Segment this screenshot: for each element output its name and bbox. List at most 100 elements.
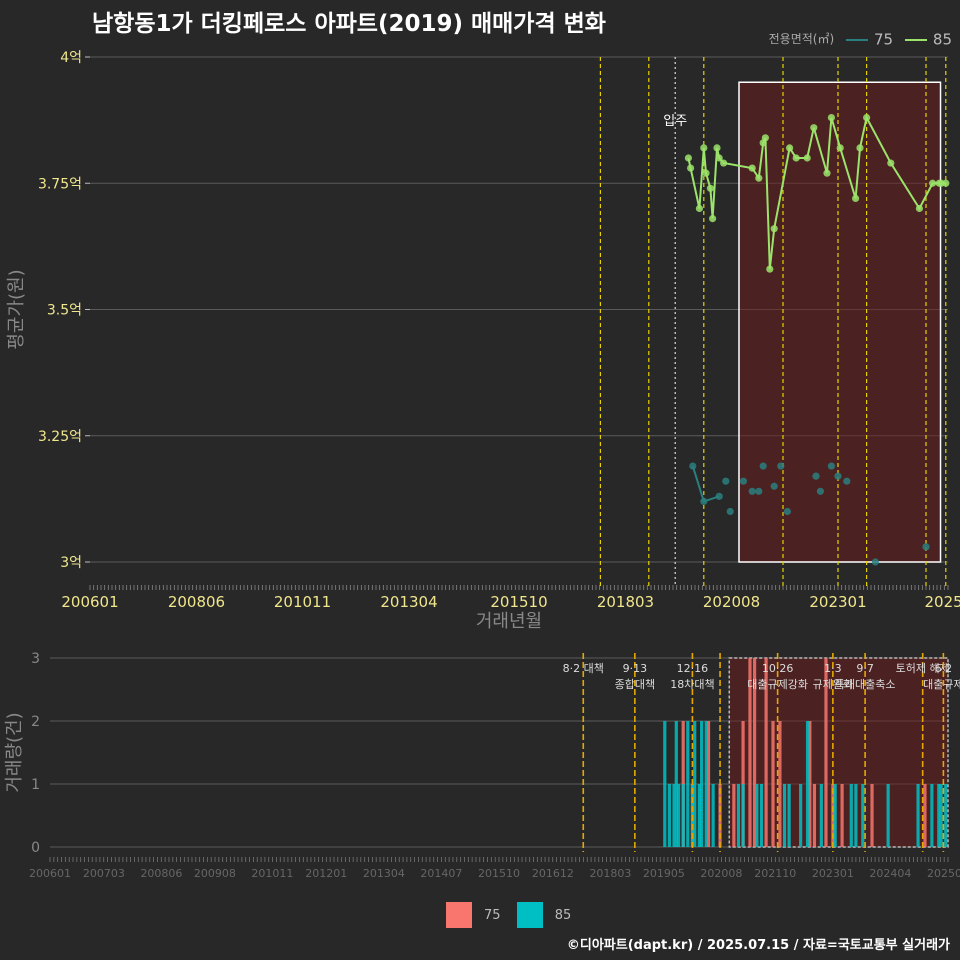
x-tick-label: 201407 (420, 867, 462, 880)
y-tick-label: 2 (31, 714, 40, 730)
data-point-75 (783, 507, 792, 516)
x-tick-label: 202404 (869, 867, 911, 880)
data-point-75 (700, 497, 708, 505)
policy-label: 1·3 (824, 662, 842, 675)
bar-75 (732, 784, 736, 847)
bar-85 (700, 721, 704, 847)
bar-85 (782, 784, 787, 847)
data-point-85 (915, 204, 924, 213)
bar-85 (759, 784, 764, 847)
data-point-85 (713, 144, 721, 152)
data-point-85 (823, 169, 831, 177)
bar-85 (681, 784, 685, 847)
policy-label: 9·7 (856, 662, 874, 675)
x-tick-label: 202110 (754, 867, 796, 880)
data-point-75 (689, 462, 697, 470)
x-tick-label: 200908 (194, 867, 236, 880)
bar-85 (805, 721, 810, 847)
legend-swatch-75 (845, 38, 868, 41)
data-point-85 (687, 164, 695, 172)
x-tick-label: 202008 (700, 867, 742, 880)
data-point-85 (942, 179, 950, 187)
x-tick-label: 201803 (589, 867, 631, 880)
data-point-85 (720, 159, 728, 167)
bar-85 (861, 784, 865, 847)
y-tick-label: 0 (31, 840, 40, 856)
volume-chart: 0 1 2 3 8·2 대책 9·13 종합대책 12·16 18차대책 10·26 대출규제강화 1… (4, 651, 960, 880)
data-point-85 (786, 144, 794, 152)
data-point-85 (836, 144, 844, 152)
x-tick-label: 202301 (812, 867, 854, 880)
data-point-85 (887, 159, 895, 167)
x-tick-label: 202507 (927, 867, 960, 880)
data-point-85 (803, 154, 811, 162)
x-tick-label: 201304 (380, 593, 437, 611)
legend-top: 전용면적(㎡) 75 85 (769, 30, 952, 49)
data-point-85 (695, 204, 704, 213)
x-tick-label: 202301 (809, 593, 866, 611)
x-tick-label: 200806 (168, 593, 225, 611)
bar-75 (752, 658, 757, 847)
bar-75 (870, 784, 874, 847)
x-tick-label: 201011 (274, 593, 331, 611)
legend-bottom: 75 85 (446, 902, 583, 928)
x-axis-title: 거래년월 (476, 611, 542, 632)
data-point-75 (722, 477, 730, 485)
data-point-75 (834, 472, 842, 480)
x-tick-label: 200601 (61, 593, 118, 611)
bar-75 (764, 658, 768, 847)
x-tick-label: 201612 (532, 867, 574, 880)
bar-85 (693, 721, 697, 847)
bar-85 (886, 784, 890, 847)
bar-85 (799, 784, 803, 847)
data-point-75 (759, 462, 767, 470)
move-in-label: 입주 (663, 114, 687, 129)
data-point-75 (843, 477, 851, 485)
legend-box-85 (516, 902, 543, 928)
credit-text: ©디아파트(dapt.kr) / 2025.07.15 / 자료=국토교통부 실… (566, 938, 950, 953)
policy-label: 특례대출축소 (835, 678, 896, 691)
legend-label-85: 85 (932, 30, 952, 49)
data-point-85 (856, 144, 864, 152)
data-point-85 (810, 124, 818, 132)
policy-label: 18차대책 (670, 678, 714, 691)
series-line-75 (691, 465, 720, 503)
bar-85 (849, 784, 853, 847)
data-point-75 (871, 558, 880, 566)
policy-label: 규제완화 (813, 678, 853, 691)
bar-85 (944, 784, 948, 847)
x-tick-label: 201905 (643, 867, 685, 880)
series-line-85 (687, 114, 946, 270)
y-tick-label: 3.75억 (38, 176, 82, 192)
data-point-85 (715, 154, 723, 162)
data-point-85 (770, 225, 778, 233)
data-point-85 (709, 215, 717, 223)
bar-85 (854, 784, 858, 847)
data-point-85 (706, 184, 715, 192)
data-point-75 (739, 477, 748, 485)
price-chart: 3억 3.25억 3.5억 3.75억 4억 200601 200806 201011 2013… (6, 50, 960, 632)
x-tick-label: 201803 (597, 593, 654, 611)
data-point-75 (726, 507, 734, 516)
bar-85 (916, 784, 920, 847)
bar-85 (787, 784, 791, 847)
bar-85 (704, 721, 708, 847)
legend-box-75 (446, 902, 472, 928)
x-tick-label: 200703 (83, 867, 125, 880)
bar-85 (711, 784, 715, 847)
data-point-85 (761, 134, 770, 142)
bar-75 (808, 721, 812, 847)
data-point-75 (748, 487, 756, 495)
y-tick-label: 3.5억 (47, 303, 82, 319)
y-axis-title: 거래량(건) (4, 712, 25, 792)
legend-label-75: 75 (873, 30, 894, 49)
x-tick-label: 201510 (490, 593, 547, 611)
bar-75 (748, 658, 752, 847)
policy-label: 대출규제강화 (747, 678, 808, 691)
bar-85 (930, 784, 934, 847)
data-point-75 (770, 482, 778, 490)
data-point-75 (755, 487, 763, 495)
bar-85 (741, 784, 745, 847)
data-point-85 (792, 154, 800, 162)
